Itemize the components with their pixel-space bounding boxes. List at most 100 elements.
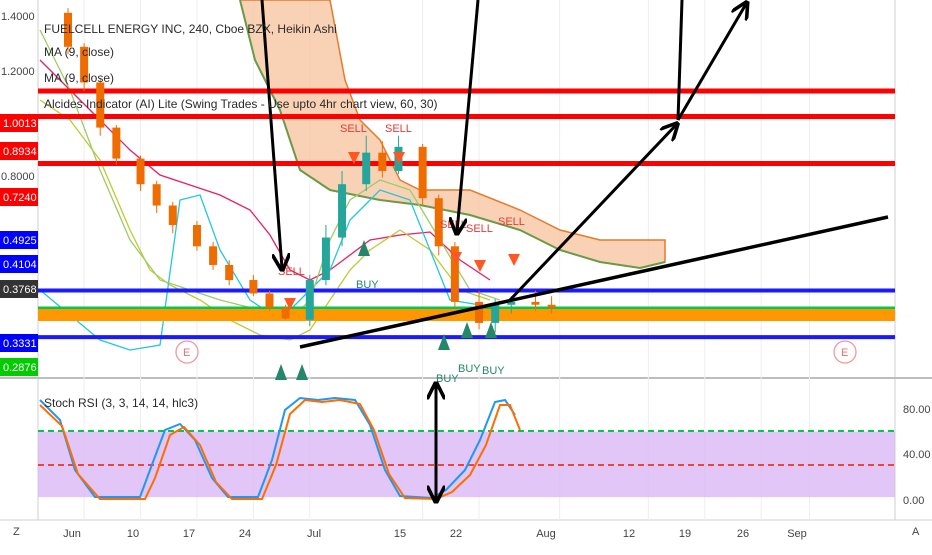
buy-marker xyxy=(296,364,308,380)
candle-body xyxy=(338,184,347,238)
sell-marker xyxy=(450,252,462,264)
header-line-1: FUELCELL ENERGY INC, 240, Cboe BZX, Heik… xyxy=(44,22,337,36)
time-axis-label: 22 xyxy=(450,528,462,540)
buy-marker xyxy=(485,322,497,338)
price-label-text: 0.7240 xyxy=(3,192,37,204)
price-label-bg xyxy=(0,114,38,132)
candle-body xyxy=(64,12,72,47)
price-label-bg xyxy=(0,280,38,298)
sell-marker xyxy=(393,152,405,164)
header-line-3: MA (9, close) xyxy=(44,71,114,85)
time-axis-label: 19 xyxy=(679,528,691,540)
price-label-text: 0.2876 xyxy=(3,362,37,374)
candle-body xyxy=(418,146,427,199)
candle-body xyxy=(192,224,201,247)
sell-marker xyxy=(474,260,486,272)
candle-body xyxy=(378,152,387,172)
time-axis-label: 17 xyxy=(183,528,195,540)
candle-body xyxy=(225,264,234,281)
candle-body xyxy=(547,304,556,308)
candle-body xyxy=(531,301,540,305)
earnings-letter: E xyxy=(183,347,190,359)
candle-body xyxy=(209,246,218,265)
left-corner-letter: Z xyxy=(13,526,20,538)
stoch-rsi-panel xyxy=(38,396,895,501)
candle-body xyxy=(281,307,290,319)
price-label-bg xyxy=(0,334,38,352)
price-label-bg xyxy=(0,255,38,273)
header-line-2: MA (9, close) xyxy=(44,45,114,59)
candle-body xyxy=(136,158,145,185)
price-label-bg xyxy=(0,188,38,206)
candle-body xyxy=(168,205,177,225)
cloud-lower-edge xyxy=(239,0,666,270)
sell-marker xyxy=(284,298,296,310)
buy-marker xyxy=(358,240,370,256)
header-line-4: Alcides Indicator (AI) Lite (Swing Trade… xyxy=(44,97,438,111)
candle-body xyxy=(321,237,330,281)
stoch-k-line xyxy=(39,396,516,500)
sell-label: SELL xyxy=(466,223,493,235)
candle-body xyxy=(152,184,161,206)
stoch-tick-80: 80.00 xyxy=(903,404,931,416)
trendline xyxy=(299,215,889,349)
buy-label: BUY xyxy=(436,373,459,385)
candle-body xyxy=(112,127,121,159)
earnings-marker xyxy=(175,340,199,364)
candle-body xyxy=(362,152,371,185)
earnings-letter: E xyxy=(841,347,848,359)
candle-body xyxy=(491,304,500,323)
candle-body xyxy=(434,198,443,247)
candle-body xyxy=(450,246,459,302)
annotation-arrows xyxy=(260,0,889,500)
sell-marker xyxy=(348,152,360,164)
price-label-text: 0.8934 xyxy=(3,146,37,158)
buy-marker xyxy=(461,322,473,338)
price-level-labels: 1.0013 0.8934 0.7240 0.4925 0.4104 0.3768 0.33… xyxy=(0,114,38,376)
sell-label: SELL xyxy=(440,219,467,231)
price-label-text: 0.3331 xyxy=(3,338,37,350)
time-axis-label: 24 xyxy=(239,528,251,540)
price-tick-3: 0.8000 xyxy=(1,171,35,183)
stoch-tick-0: 0.00 xyxy=(903,495,924,507)
candle-body xyxy=(305,280,314,320)
time-axis-label: 15 xyxy=(394,528,406,540)
candle-body xyxy=(265,293,274,308)
sell-marker xyxy=(508,254,520,266)
stoch-d-line xyxy=(39,398,521,501)
ichimoku-cloud xyxy=(239,0,666,270)
price-label-bg xyxy=(0,231,38,249)
price-tick-2: 1.2000 xyxy=(1,66,35,78)
candle-body xyxy=(475,301,484,323)
candle-body xyxy=(80,46,89,83)
candle-body xyxy=(249,280,258,294)
price-label-text: 1.0013 xyxy=(3,118,37,130)
earnings-marker xyxy=(833,340,857,364)
time-axis-label: Sep xyxy=(787,528,807,540)
text-layer: FUELCELL ENERGY INC, 240, Cboe BZX, Heik… xyxy=(1,11,931,538)
time-axis-label: Jul xyxy=(307,528,321,540)
buy-label: BUY xyxy=(356,279,379,291)
buy-label: BUY xyxy=(482,365,505,377)
price-label-text: 0.4104 xyxy=(3,259,37,271)
arrow-line-3 xyxy=(676,0,684,121)
stoch-band xyxy=(38,431,895,498)
time-axis-label: Aug xyxy=(536,528,556,540)
sell-label: SELL xyxy=(385,123,412,135)
sell-label: SELL xyxy=(498,216,525,228)
time-axis: Jun 10 17 24 Jul 15 22 Aug 12 19 26 Sep xyxy=(63,528,807,540)
buy-marker xyxy=(438,334,450,350)
price-label-bg xyxy=(0,358,38,376)
price-label-text: 0.3768 xyxy=(3,284,37,296)
buy-label: BUY xyxy=(458,363,481,375)
arrow-up-right-2 xyxy=(508,125,676,302)
buy-marker xyxy=(275,364,287,380)
price-label-text: 0.4925 xyxy=(3,235,37,247)
arrow-up-right-1 xyxy=(676,4,746,121)
time-axis-label: 12 xyxy=(623,528,635,540)
arrow-down-2 xyxy=(457,0,480,232)
arrow-down-1 xyxy=(260,0,282,268)
